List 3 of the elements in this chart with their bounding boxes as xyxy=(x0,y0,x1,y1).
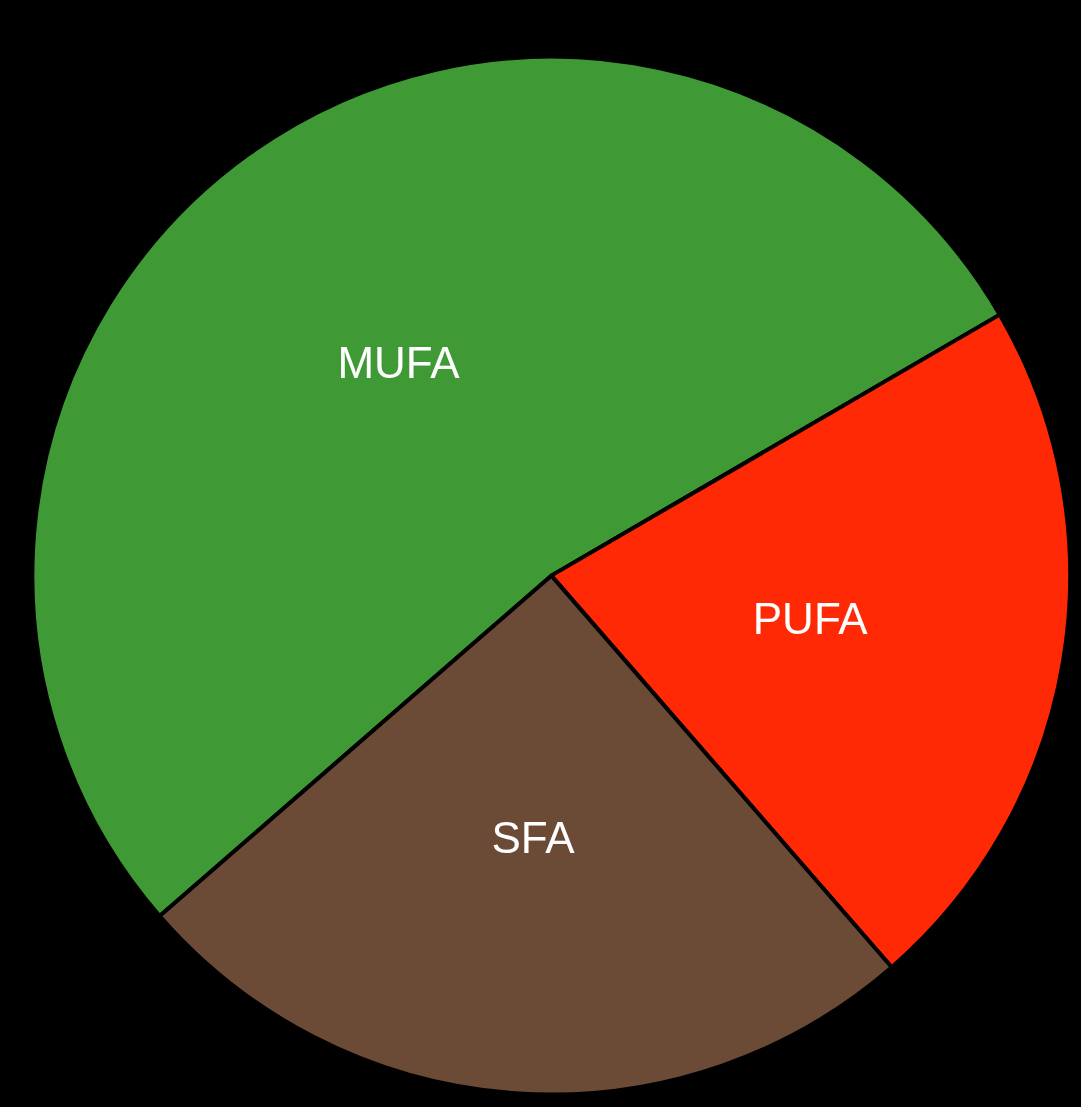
slice-label: PUFA xyxy=(752,594,869,643)
slice-label: MUFA xyxy=(337,337,461,387)
slice-label: SFA xyxy=(491,812,576,862)
